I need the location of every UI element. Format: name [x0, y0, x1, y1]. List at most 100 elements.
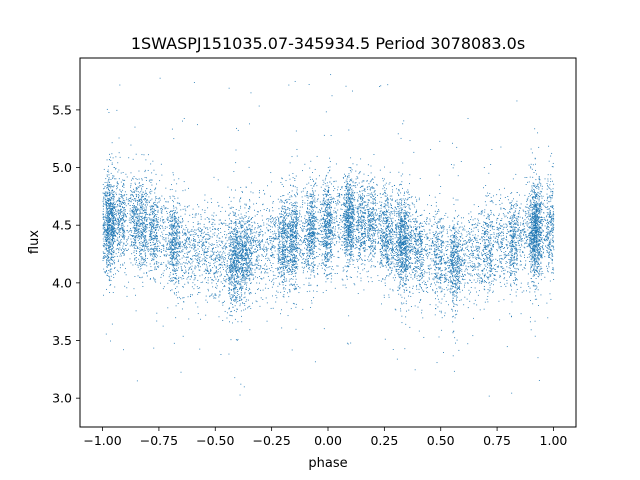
- data-point: [512, 248, 514, 250]
- data-point: [407, 259, 408, 261]
- data-point: [310, 307, 312, 308]
- data-point: [346, 205, 348, 207]
- data-point: [129, 200, 130, 202]
- data-point: [156, 198, 158, 199]
- data-point: [347, 211, 349, 213]
- data-point: [230, 282, 232, 284]
- data-point: [361, 181, 363, 183]
- data-point: [547, 231, 549, 233]
- data-point: [219, 291, 221, 293]
- data-point: [309, 176, 311, 178]
- data-point: [551, 166, 553, 167]
- data-point: [274, 226, 276, 228]
- data-point: [144, 264, 146, 266]
- data-point: [307, 254, 309, 256]
- data-point: [398, 201, 400, 203]
- data-point: [113, 240, 115, 242]
- data-point: [358, 204, 360, 206]
- data-point: [175, 261, 177, 263]
- data-point: [238, 236, 240, 238]
- data-point: [116, 233, 118, 234]
- data-point: [272, 202, 274, 204]
- data-point: [381, 221, 383, 223]
- data-point: [178, 267, 179, 269]
- data-point: [288, 226, 290, 228]
- data-point: [479, 277, 481, 279]
- data-point: [488, 241, 490, 243]
- data-point: [416, 251, 418, 252]
- data-point: [333, 210, 335, 212]
- data-point: [278, 234, 280, 236]
- data-point: [451, 248, 453, 250]
- data-point: [456, 222, 458, 224]
- data-point: [274, 274, 276, 276]
- data-point: [366, 249, 368, 251]
- data-point: [452, 276, 454, 277]
- data-point: [179, 243, 181, 245]
- data-point: [246, 269, 248, 271]
- data-point: [212, 248, 214, 250]
- data-point: [324, 241, 326, 243]
- data-point: [549, 222, 551, 223]
- data-point: [367, 203, 369, 205]
- data-point: [511, 220, 513, 222]
- data-point: [435, 232, 437, 234]
- data-point: [238, 288, 240, 290]
- data-point: [470, 253, 471, 255]
- data-point: [198, 266, 200, 268]
- data-point: [107, 180, 109, 182]
- data-point: [529, 219, 531, 221]
- data-point: [400, 280, 401, 282]
- data-point: [317, 233, 319, 235]
- data-point: [108, 248, 110, 250]
- data-point: [534, 250, 536, 252]
- data-point: [519, 216, 521, 218]
- data-point: [111, 236, 113, 238]
- data-point: [492, 195, 494, 197]
- data-point: [455, 284, 457, 286]
- data-point: [343, 269, 345, 271]
- data-point: [512, 256, 514, 258]
- data-point: [178, 243, 179, 245]
- data-point: [254, 292, 256, 294]
- data-point: [268, 258, 270, 260]
- data-point: [258, 232, 260, 234]
- data-point: [157, 217, 159, 219]
- data-point: [370, 249, 372, 251]
- data-point: [489, 271, 491, 273]
- data-point: [537, 241, 539, 243]
- data-point: [372, 250, 374, 252]
- data-point: [487, 233, 489, 235]
- data-point: [187, 243, 189, 245]
- data-point: [327, 166, 329, 168]
- data-point: [156, 232, 158, 233]
- data-point: [163, 237, 165, 238]
- data-point: [235, 231, 237, 233]
- data-point: [236, 276, 238, 278]
- data-point: [198, 230, 200, 232]
- data-point: [510, 243, 512, 245]
- data-point: [107, 208, 109, 210]
- data-point: [236, 243, 238, 245]
- data-point: [155, 261, 157, 263]
- data-point: [168, 225, 170, 227]
- data-point: [235, 251, 237, 253]
- data-point: [106, 233, 108, 235]
- data-point: [460, 232, 462, 234]
- data-point: [518, 269, 519, 271]
- data-point: [128, 281, 130, 283]
- data-point: [112, 199, 114, 201]
- data-point: [315, 178, 317, 180]
- data-point: [414, 247, 416, 249]
- data-point: [518, 228, 520, 230]
- data-point: [526, 217, 528, 219]
- data-point: [150, 242, 152, 243]
- data-point: [292, 302, 294, 304]
- data-point: [478, 255, 480, 257]
- data-point: [308, 211, 310, 213]
- data-point: [387, 254, 389, 256]
- data-point: [406, 267, 408, 269]
- data-point: [266, 248, 268, 250]
- data-point: [506, 262, 508, 263]
- data-point: [371, 243, 373, 245]
